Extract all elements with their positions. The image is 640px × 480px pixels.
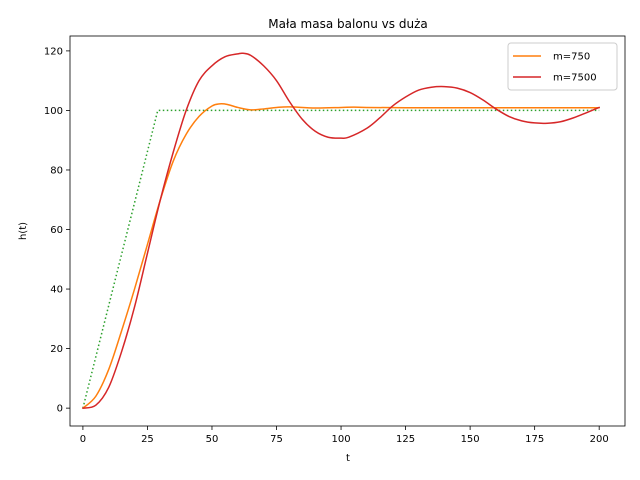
y-tick-label: 100 <box>44 106 63 117</box>
y-tick-label: 0 <box>57 404 63 415</box>
x-tick-label: 0 <box>80 434 86 445</box>
x-axis-label: t <box>346 453 350 464</box>
x-tick-label: 50 <box>206 434 219 445</box>
x-tick-label: 200 <box>590 434 609 445</box>
y-axis-label: h(t) <box>18 222 29 240</box>
x-tick-label: 100 <box>331 434 350 445</box>
x-tick-label: 25 <box>141 434 154 445</box>
legend-box <box>507 42 618 91</box>
series-line-m-7500 <box>82 52 600 409</box>
x-tick-label: 125 <box>396 434 415 445</box>
y-tick-label: 60 <box>50 225 63 236</box>
y-tick-label: 20 <box>50 344 63 355</box>
x-tick-label: 150 <box>461 434 480 445</box>
legend-label: m=750 <box>553 52 590 63</box>
legend: m=750 m=7500 <box>507 42 618 91</box>
legend-label: m=7500 <box>553 73 597 84</box>
series-layer <box>82 52 600 409</box>
chart-title: Mała masa balonu vs duża <box>268 17 427 31</box>
x-tick-label: 75 <box>270 434 283 445</box>
x-tick-label: 175 <box>525 434 544 445</box>
axis-ticks: 0 25 50 75 100 125 150 175 200 0 20 40 60 80 100 120 <box>44 46 609 445</box>
series-line-m-750 <box>82 103 600 409</box>
plot-frame <box>69 35 626 427</box>
y-tick-label: 120 <box>44 46 63 57</box>
series-line-reference-0 <box>82 109 600 409</box>
y-tick-label: 40 <box>50 285 63 296</box>
y-tick-label: 80 <box>50 165 63 176</box>
